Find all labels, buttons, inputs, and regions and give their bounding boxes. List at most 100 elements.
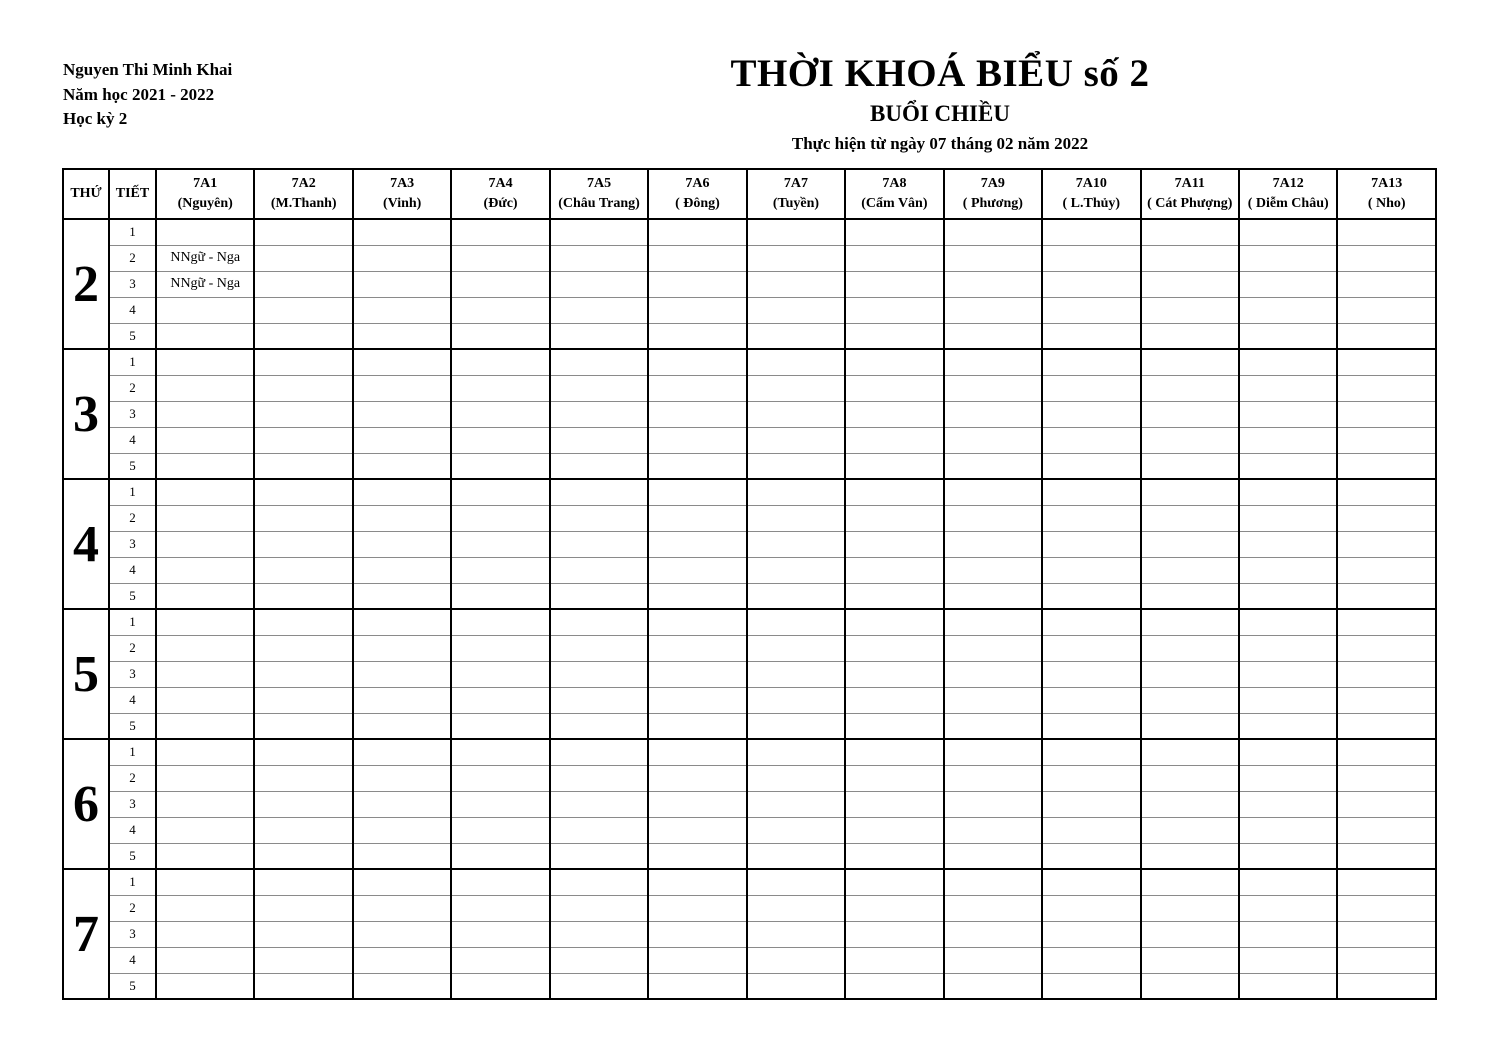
cell-7A10-day7-period4 bbox=[1041, 946, 1142, 973]
cell-7A1-day2-period2: NNgữ - Nga bbox=[154, 244, 256, 271]
cell-7A8-day2-period4 bbox=[844, 296, 945, 323]
cell-7A4-day3-period2 bbox=[450, 374, 551, 401]
cell-7A13-day7-period4 bbox=[1336, 946, 1437, 973]
day-4-period-3-label: 3 bbox=[108, 530, 157, 557]
cell-7A11-day4-period1 bbox=[1139, 478, 1240, 505]
cell-7A10-day3-period3 bbox=[1041, 400, 1142, 427]
cell-7A8-day5-period5 bbox=[844, 712, 945, 739]
cell-7A5-day5-period4 bbox=[548, 686, 650, 713]
cell-7A6-day6-period5 bbox=[647, 842, 748, 869]
day-5-period-2-row: 2 bbox=[63, 634, 1437, 661]
timetable-header-row: THỨ TIẾT 7A1 (Nguyên) 7A2 (M.Thanh) 7A3 (Vinh) 7… bbox=[62, 168, 1437, 220]
cell-7A12-day6-period2 bbox=[1237, 764, 1339, 791]
cell-7A4-day2-period1 bbox=[450, 218, 551, 245]
cell-7A10-day5-period4 bbox=[1041, 686, 1142, 713]
cell-7A6-day4-period1 bbox=[647, 478, 748, 505]
cell-7A12-day6-period4 bbox=[1237, 816, 1339, 843]
cell-7A8-day6-period5 bbox=[844, 842, 945, 869]
cell-7A12-day3-period3 bbox=[1237, 400, 1339, 427]
cell-7A7-day6-period5 bbox=[745, 842, 847, 869]
cell-7A2-day4-period4 bbox=[253, 556, 354, 583]
cell-7A6-day6-period2 bbox=[647, 764, 748, 791]
cell-7A10-day5-period2 bbox=[1041, 634, 1142, 661]
cell-7A3-day5-period4 bbox=[351, 686, 453, 713]
cell-7A6-day4-period5 bbox=[647, 582, 748, 609]
cell-7A4-day4-period5 bbox=[450, 582, 551, 609]
cell-7A1-day3-period5 bbox=[154, 452, 256, 479]
day-6-period-4-label: 4 bbox=[108, 816, 157, 843]
cell-7A7-day4-period2 bbox=[745, 504, 847, 531]
cell-7A2-day4-period5 bbox=[253, 582, 354, 609]
class-teacher: (Nguyên) bbox=[177, 196, 233, 211]
cell-7A1-day2-period4 bbox=[154, 296, 256, 323]
cell-7A1-day3-period3 bbox=[154, 400, 256, 427]
day-5-period-5-row: 5 bbox=[63, 712, 1437, 739]
cell-7A10-day3-period4 bbox=[1041, 426, 1142, 453]
cell-7A11-day2-period1 bbox=[1139, 218, 1240, 245]
class-name: 7A7 bbox=[783, 175, 808, 191]
cell-7A1-day2-period1 bbox=[154, 218, 256, 245]
day-3-period-4-row: 4 bbox=[63, 426, 1437, 453]
cell-7A1-day4-period3 bbox=[154, 530, 256, 557]
cell-7A8-day3-period2 bbox=[844, 374, 945, 401]
cell-7A3-day2-period4 bbox=[351, 296, 453, 323]
cell-7A10-day2-period1 bbox=[1041, 218, 1142, 245]
cell-7A5-day6-period5 bbox=[548, 842, 650, 869]
cell-7A9-day3-period3 bbox=[942, 400, 1044, 427]
cell-7A12-day4-period4 bbox=[1237, 556, 1339, 583]
cell-7A3-day7-period4 bbox=[351, 946, 453, 973]
cell-7A6-day4-period4 bbox=[647, 556, 748, 583]
cell-7A10-day6-period4 bbox=[1041, 816, 1142, 843]
cell-7A10-day6-period5 bbox=[1041, 842, 1142, 869]
day-7-period-2-row: 2 bbox=[63, 894, 1437, 921]
cell-7A2-day4-period2 bbox=[253, 504, 354, 531]
cell-7A9-day4-period2 bbox=[942, 504, 1044, 531]
class-teacher: (Cẩm Vân) bbox=[861, 196, 928, 211]
cell-7A4-day7-period1 bbox=[450, 868, 551, 895]
cell-7A10-day2-period4 bbox=[1041, 296, 1142, 323]
cell-7A10-day4-period3 bbox=[1041, 530, 1142, 557]
class-name: 7A10 bbox=[1075, 175, 1107, 191]
cell-7A9-day4-period3 bbox=[942, 530, 1044, 557]
cell-7A13-day4-period4 bbox=[1336, 556, 1437, 583]
cell-7A4-day7-period5 bbox=[450, 972, 551, 1000]
cell-7A11-day5-period2 bbox=[1139, 634, 1240, 661]
cell-7A13-day6-period3 bbox=[1336, 790, 1437, 817]
cell-7A4-day6-period5 bbox=[450, 842, 551, 869]
cell-7A1-day5-period1 bbox=[154, 608, 256, 635]
cell-7A11-day2-period5 bbox=[1139, 322, 1240, 349]
cell-7A11-day6-period5 bbox=[1139, 842, 1240, 869]
cell-7A9-day2-period3 bbox=[942, 270, 1044, 297]
cell-7A11-day6-period4 bbox=[1139, 816, 1240, 843]
cell-7A1-day3-period4 bbox=[154, 426, 256, 453]
cell-7A4-day6-period4 bbox=[450, 816, 551, 843]
cell-7A5-day7-period5 bbox=[548, 972, 650, 1000]
cell-7A13-day5-period5 bbox=[1336, 712, 1437, 739]
cell-7A3-day7-period3 bbox=[351, 920, 453, 947]
cell-7A8-day3-period5 bbox=[844, 452, 945, 479]
cell-7A9-day3-period4 bbox=[942, 426, 1044, 453]
cell-7A3-day4-period2 bbox=[351, 504, 453, 531]
cell-7A2-day7-period2 bbox=[253, 894, 354, 921]
cell-7A7-day4-period5 bbox=[745, 582, 847, 609]
class-name: 7A4 bbox=[488, 175, 513, 191]
day-3-label: 3 bbox=[62, 348, 110, 480]
cell-7A7-day4-period3 bbox=[745, 530, 847, 557]
cell-7A3-day5-period5 bbox=[351, 712, 453, 739]
cell-7A10-day7-period2 bbox=[1041, 894, 1142, 921]
day-3-period-2-row: 2 bbox=[63, 374, 1437, 401]
cell-7A12-day6-period5 bbox=[1237, 842, 1339, 869]
cell-7A2-day7-period5 bbox=[253, 972, 354, 1000]
cell-7A9-day6-period2 bbox=[942, 764, 1044, 791]
day-5-period-1-label: 1 bbox=[108, 608, 157, 635]
day-2-period-4-label: 4 bbox=[108, 296, 157, 323]
cell-7A11-day5-period1 bbox=[1139, 608, 1240, 635]
cell-7A7-day3-period4 bbox=[745, 426, 847, 453]
cell-7A3-day2-period3 bbox=[351, 270, 453, 297]
cell-7A8-day6-period1 bbox=[844, 738, 945, 765]
class-header-7A7: 7A7 (Tuyền) bbox=[745, 168, 847, 220]
cell-7A13-day7-period2 bbox=[1336, 894, 1437, 921]
cell-7A5-day5-period3 bbox=[548, 660, 650, 687]
cell-7A11-day4-period2 bbox=[1139, 504, 1240, 531]
cell-7A11-day7-period4 bbox=[1139, 946, 1240, 973]
